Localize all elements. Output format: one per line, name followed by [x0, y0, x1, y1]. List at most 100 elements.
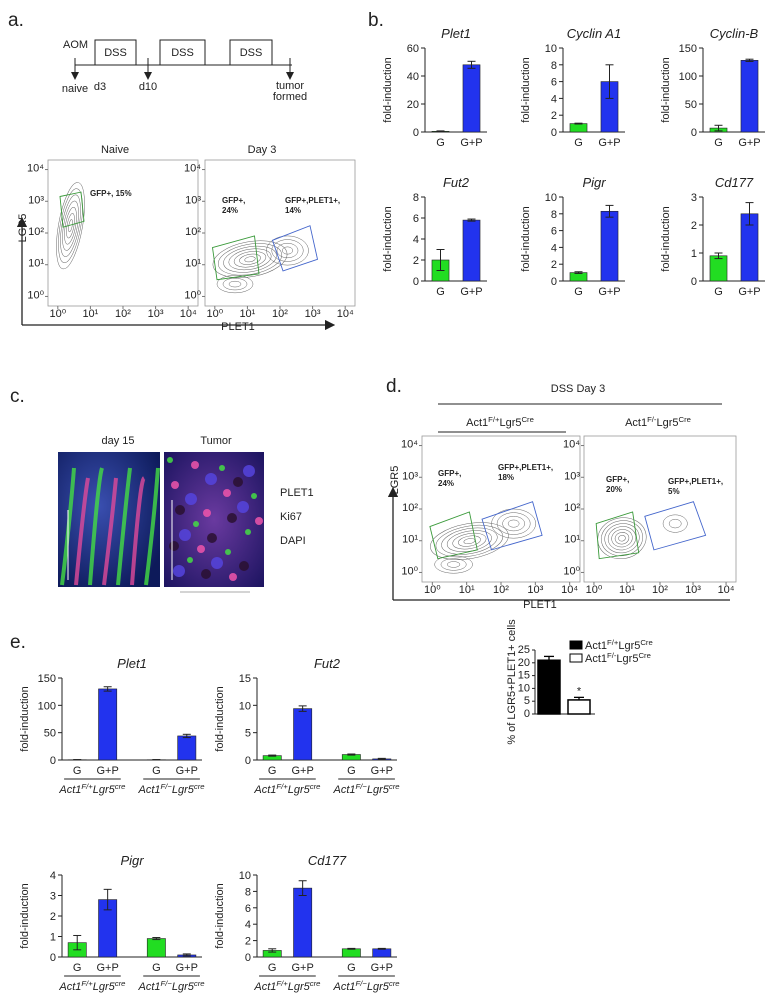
contour [222, 278, 248, 291]
gate [271, 225, 319, 272]
gate-label: GFP+, 15% [90, 189, 132, 198]
label-part: cre [194, 979, 205, 988]
x-tick-label: G+P [291, 962, 313, 974]
bar [569, 123, 588, 133]
label-part: cre [389, 782, 400, 791]
group-label: Act1F/+Lgr5cre [58, 979, 125, 994]
label-part: Act1 [253, 784, 276, 796]
x-tick-label: 10² [493, 584, 509, 596]
cell-cluster [191, 461, 199, 469]
x-tick-label: G [347, 765, 356, 777]
label-part: F/+ [607, 638, 619, 647]
label-part: F/+ [488, 415, 500, 424]
label-part: Lgr5 [93, 981, 116, 993]
x-tick-label: 10³ [305, 308, 321, 320]
y-axis-label: LGR5 [389, 466, 401, 495]
cell-cluster [171, 481, 179, 489]
error-bar [745, 58, 754, 62]
image-title: Tumor [200, 435, 232, 447]
label-part: F/− [356, 782, 368, 791]
x-tick-label: 10⁴ [337, 308, 354, 320]
cell-cluster [245, 529, 251, 535]
tissue-fold [60, 467, 76, 586]
group-label: Act1F/−Lgr5cre [333, 782, 400, 797]
y-tick-label: 2 [691, 220, 697, 232]
x-tick-label: 10⁴ [561, 584, 578, 596]
label-part: Act1 [466, 417, 488, 429]
contour [271, 239, 304, 262]
contour [217, 243, 283, 276]
plot-frame [204, 159, 356, 307]
chart-title: Cyclin-B [710, 26, 759, 41]
y-tick-label: 50 [685, 99, 697, 111]
bar [709, 255, 728, 282]
gate-label: GFP+, [222, 196, 245, 205]
error-bar [377, 757, 386, 760]
label-part: Act1 [585, 653, 607, 665]
x-tick-label: 10¹ [459, 584, 475, 596]
contour [447, 561, 461, 568]
legend-swatch [569, 653, 583, 663]
y-tick-label: 10⁴ [27, 163, 44, 175]
x-tick-label: G+P [96, 765, 118, 777]
group-label: Act1F/−Lgr5cre [138, 782, 205, 797]
group-label: Act1F/+Lgr5cre [253, 979, 320, 994]
contour [502, 516, 525, 532]
contour [604, 523, 640, 554]
y-tick-label: 4 [413, 234, 419, 246]
label-part: Act1 [333, 981, 356, 993]
y-tick-label: 10¹ [185, 258, 201, 270]
x-tick-label: G [268, 765, 277, 777]
label-part: F/- [647, 415, 657, 424]
label-part: Cre [638, 651, 650, 660]
x-tick-label: G+P [460, 286, 482, 298]
chart-title: Plet1 [117, 656, 147, 671]
contour [507, 519, 520, 528]
group-label: Act1F/−Lgr5cre [138, 979, 205, 994]
error-bar [714, 124, 723, 132]
bar [537, 659, 561, 715]
label-part: Act1 [585, 640, 607, 652]
y-tick-label: 8 [413, 192, 419, 204]
x-tick-label: G [268, 962, 277, 974]
label-part: cre [115, 782, 126, 791]
time-label: tumor [276, 80, 304, 92]
x-tick-label: G+P [738, 286, 760, 298]
y-tick-label: 0 [691, 276, 697, 288]
contour [228, 248, 272, 271]
label-part: Lgr5 [172, 784, 195, 796]
y-tick-label: 0 [50, 952, 56, 964]
y-tick-label: 3 [50, 891, 56, 903]
x-tick-label: G+P [176, 765, 198, 777]
cell-cluster [223, 489, 231, 497]
gate-label: GFP+,PLET1+, [668, 477, 723, 486]
y-tick-label: 6 [551, 77, 557, 89]
y-tick-label: 10² [564, 502, 580, 514]
y-tick-label: 10 [239, 870, 251, 882]
y-tick-label: 10⁰ [401, 565, 418, 577]
bar [462, 64, 481, 133]
label-part: F/− [161, 782, 173, 791]
y-tick-label: 10 [545, 43, 557, 55]
column-header: Act1F/+Lgr5Cre [466, 415, 534, 430]
panel-label: c. [10, 386, 25, 407]
y-axis-label: % of LGR5+PLET1+ cells [506, 619, 518, 745]
y-axis-label: fold-induction [520, 57, 532, 122]
y-axis-label: fold-induction [214, 883, 226, 948]
y-axis-label: fold-induction [382, 206, 394, 271]
plot-frame [47, 159, 199, 307]
bar [600, 210, 619, 282]
error-bar [574, 696, 584, 700]
cell-cluster [169, 541, 179, 551]
treatment-box [159, 39, 206, 66]
x-tick-label: 10⁰ [206, 308, 223, 320]
group-label: Act1F/−Lgr5cre [333, 979, 400, 994]
cell-cluster [167, 457, 173, 463]
legend-label: Act1F/+Lgr5Cre [585, 638, 653, 653]
x-tick-label: G+P [96, 962, 118, 974]
x-tick-label: G [436, 137, 445, 149]
contour [58, 188, 83, 263]
label-part: Lgr5 [367, 784, 390, 796]
cell-cluster [207, 533, 217, 543]
